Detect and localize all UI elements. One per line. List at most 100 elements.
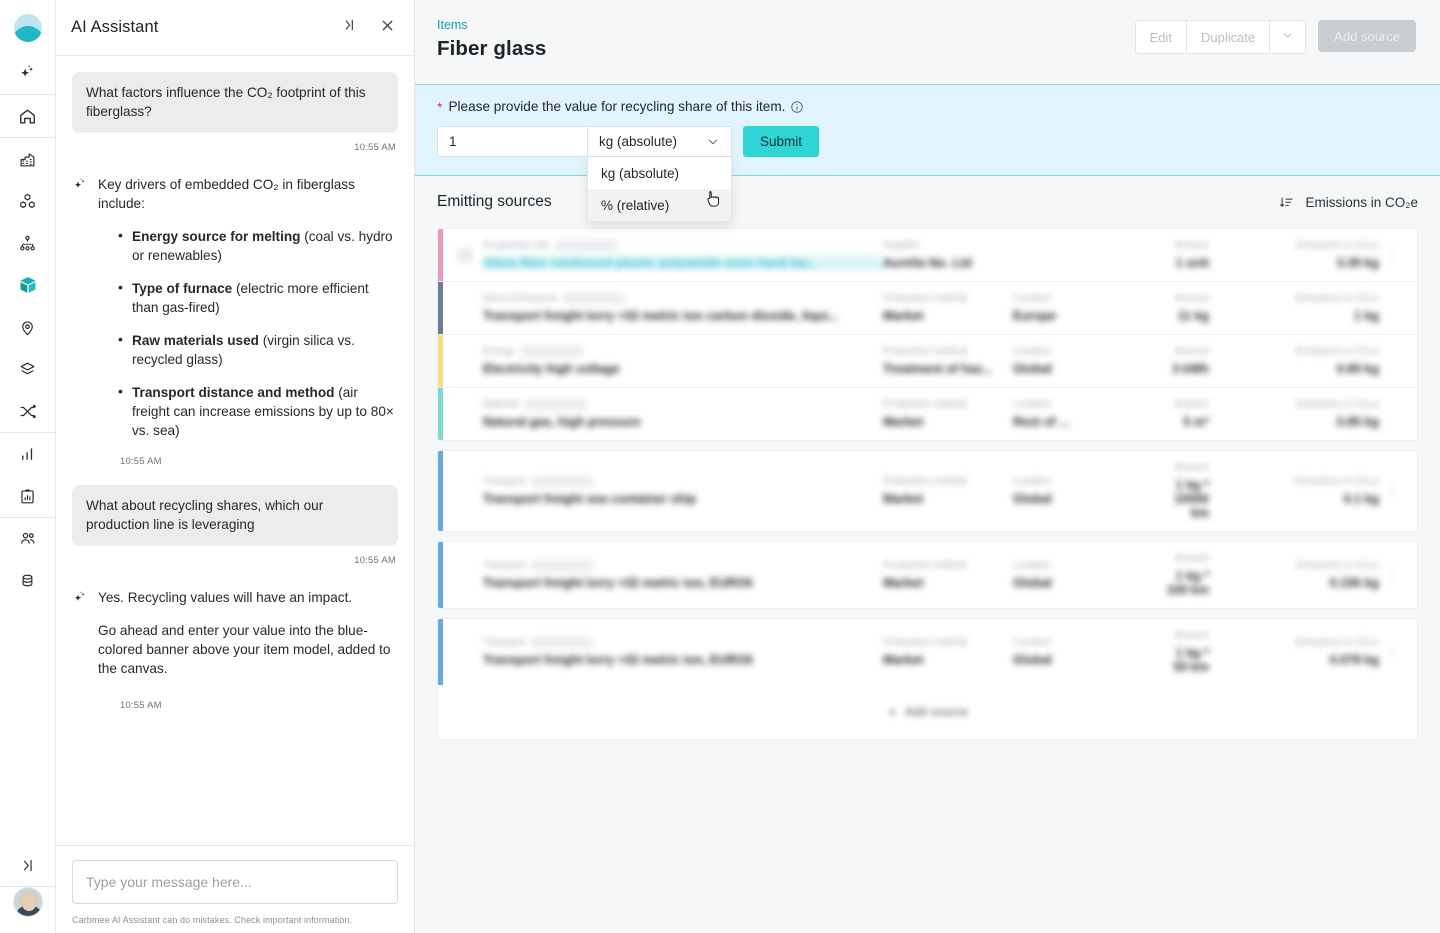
row-category: Energy	[483, 346, 515, 357]
rail-divider	[0, 432, 55, 433]
bullet-detail: (coal vs. hydro or renewables)	[132, 229, 393, 263]
cell-value: Aurelia No. Ltd	[883, 256, 972, 270]
cell-amount: Amount 1 kg * 10000 km	[1163, 462, 1209, 520]
unit-select[interactable]: kg (absolute)	[587, 126, 732, 157]
table-row[interactable]: Transport Transport freight lorry >32 me…	[438, 619, 1417, 685]
chat-composer: Carbmee AI Assistant can do mistakes. Ch…	[56, 846, 414, 933]
sidebar-item-scenarios[interactable]	[0, 390, 56, 432]
cell-label: Production method	[883, 560, 967, 571]
sparkle-icon	[72, 590, 88, 606]
cell-value: Market	[883, 492, 924, 506]
cell-label: Production method	[883, 346, 967, 357]
banner-label-text: Please provide the value for recycling s…	[448, 99, 786, 114]
bar-chart-icon	[18, 445, 37, 464]
cell-location	[1013, 253, 1163, 258]
sidebar-item-reports[interactable]	[0, 475, 56, 517]
cell-value: 1 kg * 50 km	[1173, 646, 1209, 674]
sidebar-item-home[interactable]	[0, 95, 56, 137]
row-name: Natural gas, high pressure	[483, 415, 641, 429]
duplicate-button[interactable]: Duplicate	[1187, 21, 1271, 53]
row-tag-chip	[520, 346, 583, 357]
cell-supplier: Supplier Aurelia No. Ltd	[883, 240, 1013, 270]
cell-production-method: Production method Market	[883, 293, 1013, 323]
table-row[interactable]: Direct Emissions Transport freight lorry…	[438, 282, 1417, 335]
cell-label: Emissions in CO₂e	[1295, 637, 1379, 648]
unit-select-menu[interactable]: kg (absolute) % (relative)	[587, 157, 732, 222]
sort-control[interactable]: Emissions in CO₂e	[1279, 195, 1418, 210]
bullet-detail: (air freight can increase emissions by u…	[132, 385, 394, 438]
breadcrumb[interactable]: Items	[437, 18, 468, 32]
table-row[interactable]: Material Natural gas, high pressure Prod…	[438, 388, 1417, 440]
submit-button[interactable]: Submit	[743, 126, 820, 157]
row-name: Transport freight lorry >32 metric ton, …	[483, 653, 753, 667]
cell-label: Production method	[883, 293, 967, 304]
sidebar-item-items[interactable]	[0, 264, 56, 306]
chat-message-list[interactable]: What factors influence the CO₂ footprint…	[56, 56, 414, 846]
cell-label: Location	[1013, 399, 1051, 410]
cell-label: Amount	[1174, 293, 1209, 304]
expand-rail-button[interactable]	[0, 844, 56, 886]
table-row[interactable]: Transport Transport freight sea containe…	[438, 451, 1417, 531]
table-row-content: Production site Glass fiber reinforced p…	[443, 229, 1417, 281]
sidebar-item-users[interactable]	[0, 518, 56, 560]
cell-source-name: Material Natural gas, high pressure	[483, 399, 883, 429]
close-panel-button[interactable]	[376, 17, 398, 39]
section-title: Emitting sources	[437, 193, 552, 210]
info-icon[interactable]	[790, 100, 804, 114]
report-icon	[18, 487, 37, 506]
people-icon	[18, 529, 38, 549]
assistant-paragraph: Yes. Recycling values will have an impac…	[98, 590, 353, 605]
row-checkbox[interactable]	[457, 248, 473, 262]
unit-option-percent[interactable]: % (relative)	[588, 189, 731, 221]
sidebar-item-products[interactable]	[0, 180, 56, 222]
sidebar-item-layers[interactable]	[0, 348, 56, 390]
shuffle-icon	[18, 402, 37, 421]
avatar-face	[21, 896, 36, 911]
row-menu-icon[interactable]: ⋮	[1385, 567, 1399, 582]
ai-assistant-header-actions	[338, 17, 398, 39]
database-icon	[18, 572, 37, 591]
row-menu-icon[interactable]: ⋮	[1385, 247, 1399, 262]
table-row[interactable]: Transport Transport freight lorry >32 me…	[438, 542, 1417, 608]
sparkle-icon	[18, 64, 37, 83]
cell-value: 0.1 kg	[1343, 492, 1379, 506]
row-tag-chip	[531, 476, 594, 487]
sidebar-item-data[interactable]	[0, 560, 56, 602]
unit-select-wrapper: kg (absolute) kg (absolute) % (relative)	[587, 126, 732, 222]
cell-value: Europe	[1013, 309, 1057, 323]
avatar[interactable]	[12, 887, 43, 917]
row-category-bar	[438, 388, 443, 440]
message-timestamp: 10:55 AM	[120, 456, 162, 467]
cell-value: 0.156 kg	[1329, 576, 1379, 590]
row-tag-chip	[555, 240, 618, 251]
chat-input[interactable]	[72, 860, 398, 904]
sidebar-item-ai-assistant[interactable]	[0, 52, 56, 94]
more-actions-button[interactable]	[1270, 21, 1305, 53]
sidebar-item-supply-chain[interactable]	[0, 222, 56, 264]
table-group-gap	[437, 532, 1418, 541]
unit-option-kg[interactable]: kg (absolute)	[601, 165, 680, 181]
sidebar-item-locations[interactable]	[0, 306, 56, 348]
assistant-message-body: Yes. Recycling values will have an impac…	[98, 588, 398, 682]
add-source-footer-button[interactable]: Add source	[887, 705, 968, 719]
list-item: Transport distance and method (air freig…	[118, 382, 398, 440]
sidebar-item-analytics[interactable]	[0, 433, 56, 475]
add-source-button[interactable]: Add source	[1318, 20, 1416, 52]
ai-assistant-panel: AI Assistant What factors influence the …	[56, 0, 415, 933]
table-footer: Add source	[438, 685, 1417, 739]
carbmee-logo[interactable]	[13, 14, 42, 42]
table-row[interactable]: Energy Electricity high voltage Producti…	[438, 335, 1417, 388]
table-row[interactable]: Production site Glass fiber reinforced p…	[438, 229, 1417, 282]
cell-source-name: Transport Transport freight lorry >32 me…	[483, 560, 883, 590]
row-name: Glass fiber reinforced plastic polyamide…	[483, 256, 883, 270]
table-group-gap	[437, 609, 1418, 618]
home-icon	[18, 107, 37, 126]
recycling-value-input[interactable]	[437, 126, 587, 157]
table-row-content: Material Natural gas, high pressure Prod…	[443, 388, 1417, 440]
row-menu-icon[interactable]: ⋮	[1385, 644, 1399, 659]
cell-value: Market	[883, 653, 924, 667]
edit-button[interactable]: Edit	[1136, 21, 1188, 53]
expand-panel-button[interactable]	[338, 17, 360, 39]
row-menu-icon[interactable]: ⋮	[1385, 483, 1399, 498]
sidebar-item-company[interactable]	[0, 138, 56, 180]
